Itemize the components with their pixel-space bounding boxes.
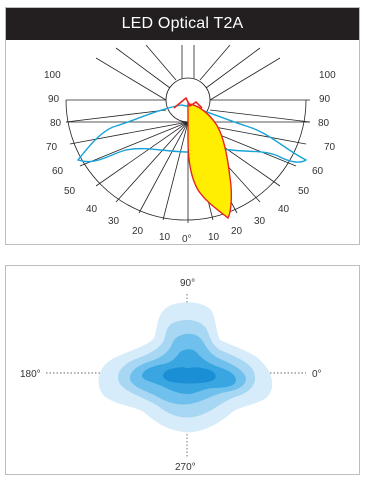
isolux-label-180: 180°	[20, 369, 41, 380]
left-label-20: 20	[132, 226, 144, 237]
left-label-10: 10	[159, 232, 171, 243]
polar-right-labels: 100 90 80 70 60 50 40 30 20 10	[208, 70, 336, 243]
isolux-label-270: 270°	[175, 462, 196, 473]
left-label-60: 60	[52, 166, 64, 177]
right-label-50: 50	[298, 186, 310, 197]
left-label-30: 30	[108, 216, 120, 227]
left-label-80: 80	[50, 118, 62, 129]
polar-left-labels: 100 90 80 70 60 50 40 30 20 10	[44, 70, 171, 243]
right-label-90: 90	[319, 94, 331, 105]
center-label: 0°	[182, 234, 192, 245]
polar-diagram: 100 90 80 70 60 50 40 30 20 10 0° 100 90…	[44, 44, 336, 245]
left-label-100: 100	[44, 70, 61, 81]
right-label-40: 40	[278, 204, 290, 215]
left-label-70: 70	[46, 142, 58, 153]
red-intensity-curve	[173, 96, 203, 109]
right-label-30: 30	[254, 216, 266, 227]
isolux-diagram-panel: 90° 180° 0° 270°	[5, 265, 360, 475]
right-label-100: 100	[319, 70, 336, 81]
right-label-10: 10	[208, 232, 220, 243]
isolux-diagram: 90° 180° 0° 270°	[20, 278, 322, 473]
blue-intensity-curve	[76, 104, 308, 163]
polar-diagram-panel: LED Optical T2A	[5, 7, 360, 245]
left-label-50: 50	[64, 186, 76, 197]
isolux-label-0: 0°	[312, 369, 322, 380]
left-label-40: 40	[86, 204, 98, 215]
panel-title: LED Optical T2A	[6, 8, 359, 40]
isolux-label-90: 90°	[180, 278, 195, 289]
isolux-contours	[98, 302, 273, 433]
left-label-90: 90	[48, 94, 60, 105]
right-label-60: 60	[312, 166, 324, 177]
right-label-20: 20	[231, 226, 243, 237]
right-label-80: 80	[318, 118, 330, 129]
yellow-distribution-area	[187, 103, 233, 220]
right-label-70: 70	[324, 142, 336, 153]
